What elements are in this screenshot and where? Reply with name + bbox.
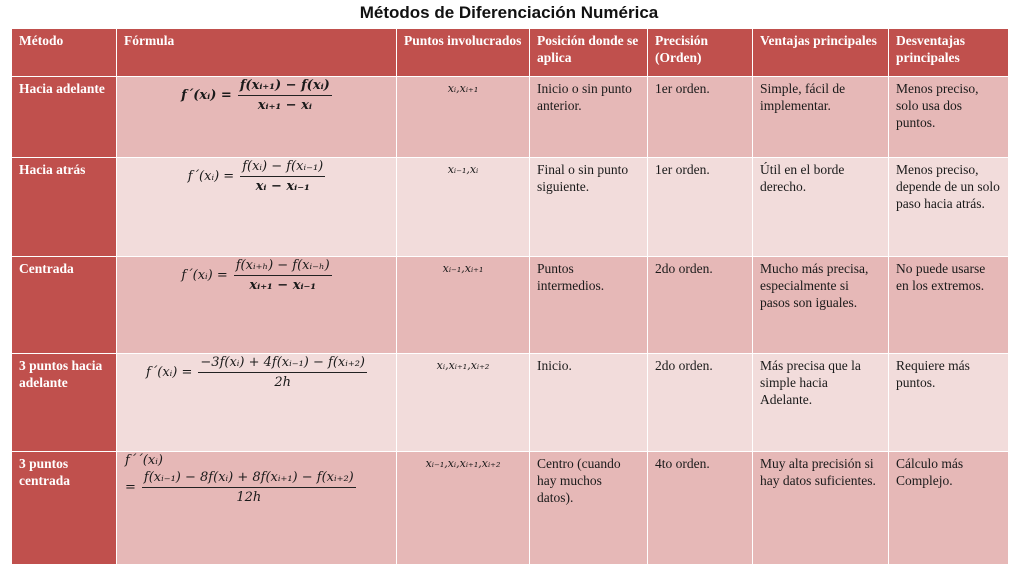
formula: f´(xᵢ) = −3f(xᵢ) + 4f(xᵢ₋₁) − f(xᵢ₊₂) 2h (145, 355, 368, 392)
formula-lhs: f´(xᵢ) = (181, 88, 232, 103)
formula-cell: f´(xᵢ) = f(xᵢ) − f(xᵢ₋₁) xᵢ − xᵢ₋₁ (116, 157, 397, 257)
points-cell: xᵢ₋₁,xᵢ (396, 157, 530, 257)
formula-denominator: xᵢ₊₁ − xᵢ₋₁ (249, 278, 317, 293)
formula-lhs: f´(xᵢ) = (145, 365, 193, 380)
disadvantages-cell: Menos preciso, depende de un solo paso h… (888, 157, 1009, 257)
header-posicion: Posición donde se aplica (529, 28, 648, 77)
header-formula: Fórmula (116, 28, 397, 77)
table-row: Hacia adelante f´(xᵢ) = f(xᵢ₊₁) − f(xᵢ) … (11, 76, 1009, 158)
formula-denominator: 2h (274, 375, 292, 390)
formula-numerator: f(xᵢ₋₁) − 8f(xᵢ) + 8f(xᵢ₊₁) − f(xᵢ₊₂) (141, 469, 356, 488)
points-cell: xᵢ₋₁,xᵢ,xᵢ₊₁,xᵢ₊₂ (396, 451, 530, 565)
disadvantages-cell: No puede usarse en los extremos. (888, 256, 1009, 354)
header-metodo: Método (11, 28, 117, 77)
disadvantages-cell: Cálculo más Complejo. (888, 451, 1009, 565)
formula: f´(xᵢ) = f(xᵢ₊ₕ) − f(xᵢ₋ₕ) xᵢ₊₁ − xᵢ₋₁ (181, 258, 332, 295)
page-title: Métodos de Diferenciación Numérica (359, 3, 659, 22)
formula-numerator: f(xᵢ₊ₕ) − f(xᵢ₋ₕ) (233, 258, 332, 276)
precision-cell: 4to orden. (647, 451, 753, 565)
formula-lhs: f´(xᵢ) = (181, 268, 228, 283)
formula-cell: f´(xᵢ) = −3f(xᵢ) + 4f(xᵢ₋₁) − f(xᵢ₊₂) 2h (116, 353, 397, 452)
advantages-cell: Útil en el borde derecho. (752, 157, 889, 257)
method-cell: Hacia atrás (11, 157, 117, 257)
table-row: 3 puntos hacia adelante f´(xᵢ) = −3f(xᵢ)… (11, 353, 1009, 452)
header-precision: Precisión (Orden) (647, 28, 753, 77)
position-cell: Inicio o sin punto anterior. (529, 76, 648, 158)
position-cell: Inicio. (529, 353, 648, 452)
precision-cell: 2do orden. (647, 256, 753, 354)
table-row: 3 puntos centrada f´´(xᵢ) = f(xᵢ₋₁) − 8f… (11, 451, 1009, 565)
advantages-cell: Muy alta precisión si hay datos suficien… (752, 451, 889, 565)
method-cell: Hacia adelante (11, 76, 117, 158)
position-cell: Centro (cuando hay muchos datos). (529, 451, 648, 565)
fraction: f(xᵢ₊ₕ) − f(xᵢ₋ₕ) xᵢ₊₁ − xᵢ₋₁ (233, 258, 332, 295)
fraction: f(xᵢ) − f(xᵢ₋₁) xᵢ − xᵢ₋₁ (240, 159, 326, 196)
formula-numerator: f(xᵢ₊₁) − f(xᵢ) (237, 78, 332, 96)
methods-table: Método Fórmula Puntos involucrados Posic… (11, 28, 1009, 565)
header-puntos: Puntos involucrados (396, 28, 530, 77)
formula: = f(xᵢ₋₁) − 8f(xᵢ) + 8f(xᵢ₊₁) − f(xᵢ₊₂) … (125, 469, 356, 506)
advantages-cell: Simple, fácil de implementar. (752, 76, 889, 158)
points-cell: xᵢ,xᵢ₊₁ (396, 76, 530, 158)
header-desventajas: Desventajas principales (888, 28, 1009, 77)
formula-cell: f´´(xᵢ) = f(xᵢ₋₁) − 8f(xᵢ) + 8f(xᵢ₊₁) − … (116, 451, 397, 565)
table-row: Centrada f´(xᵢ) = f(xᵢ₊ₕ) − f(xᵢ₋ₕ) xᵢ₊₁… (11, 256, 1009, 354)
disadvantages-cell: Requiere más puntos. (888, 353, 1009, 452)
position-cell: Final o sin punto siguiente. (529, 157, 648, 257)
method-cell: 3 puntos centrada (11, 451, 117, 565)
precision-cell: 2do orden. (647, 353, 753, 452)
formula: f´(xᵢ) = f(xᵢ₊₁) − f(xᵢ) xᵢ₊₁ − xᵢ (181, 78, 332, 115)
fraction: −3f(xᵢ) + 4f(xᵢ₋₁) − f(xᵢ₊₂) 2h (198, 355, 368, 392)
formula-cell: f´(xᵢ) = f(xᵢ₊ₕ) − f(xᵢ₋ₕ) xᵢ₊₁ − xᵢ₋₁ (116, 256, 397, 354)
formula-lhs: f´´(xᵢ) (125, 453, 163, 468)
method-cell: Centrada (11, 256, 117, 354)
method-cell: 3 puntos hacia adelante (11, 353, 117, 452)
table-row: Hacia atrás f´(xᵢ) = f(xᵢ) − f(xᵢ₋₁) xᵢ … (11, 157, 1009, 257)
advantages-cell: Mucho más precisa, especialmente si paso… (752, 256, 889, 354)
fraction: f(xᵢ₊₁) − f(xᵢ) xᵢ₊₁ − xᵢ (237, 78, 332, 115)
formula-equals: = (125, 480, 136, 495)
formula-numerator: −3f(xᵢ) + 4f(xᵢ₋₁) − f(xᵢ₊₂) (198, 355, 368, 373)
formula-lhs: f´(xᵢ) = (187, 169, 235, 184)
formula: f´(xᵢ) = f(xᵢ) − f(xᵢ₋₁) xᵢ − xᵢ₋₁ (187, 159, 326, 196)
precision-cell: 1er orden. (647, 76, 753, 158)
formula-denominator: xᵢ₊₁ − xᵢ (257, 98, 312, 113)
points-cell: xᵢ,xᵢ₊₁,xᵢ₊₂ (396, 353, 530, 452)
header-row: Método Fórmula Puntos involucrados Posic… (11, 28, 1009, 77)
precision-cell: 1er orden. (647, 157, 753, 257)
formula-cell: f´(xᵢ) = f(xᵢ₊₁) − f(xᵢ) xᵢ₊₁ − xᵢ (116, 76, 397, 158)
formula-denominator: 12h (236, 490, 262, 505)
fraction: f(xᵢ₋₁) − 8f(xᵢ) + 8f(xᵢ₊₁) − f(xᵢ₊₂) 12… (141, 469, 356, 506)
disadvantages-cell: Menos preciso, solo usa dos puntos. (888, 76, 1009, 158)
points-cell: xᵢ₋₁,xᵢ₊₁ (396, 256, 530, 354)
formula-numerator: f(xᵢ) − f(xᵢ₋₁) (240, 159, 326, 177)
header-ventajas: Ventajas principales (752, 28, 889, 77)
formula-denominator: xᵢ − xᵢ₋₁ (255, 179, 310, 194)
advantages-cell: Más precisa que la simple hacia Adelante… (752, 353, 889, 452)
position-cell: Puntos intermedios. (529, 256, 648, 354)
